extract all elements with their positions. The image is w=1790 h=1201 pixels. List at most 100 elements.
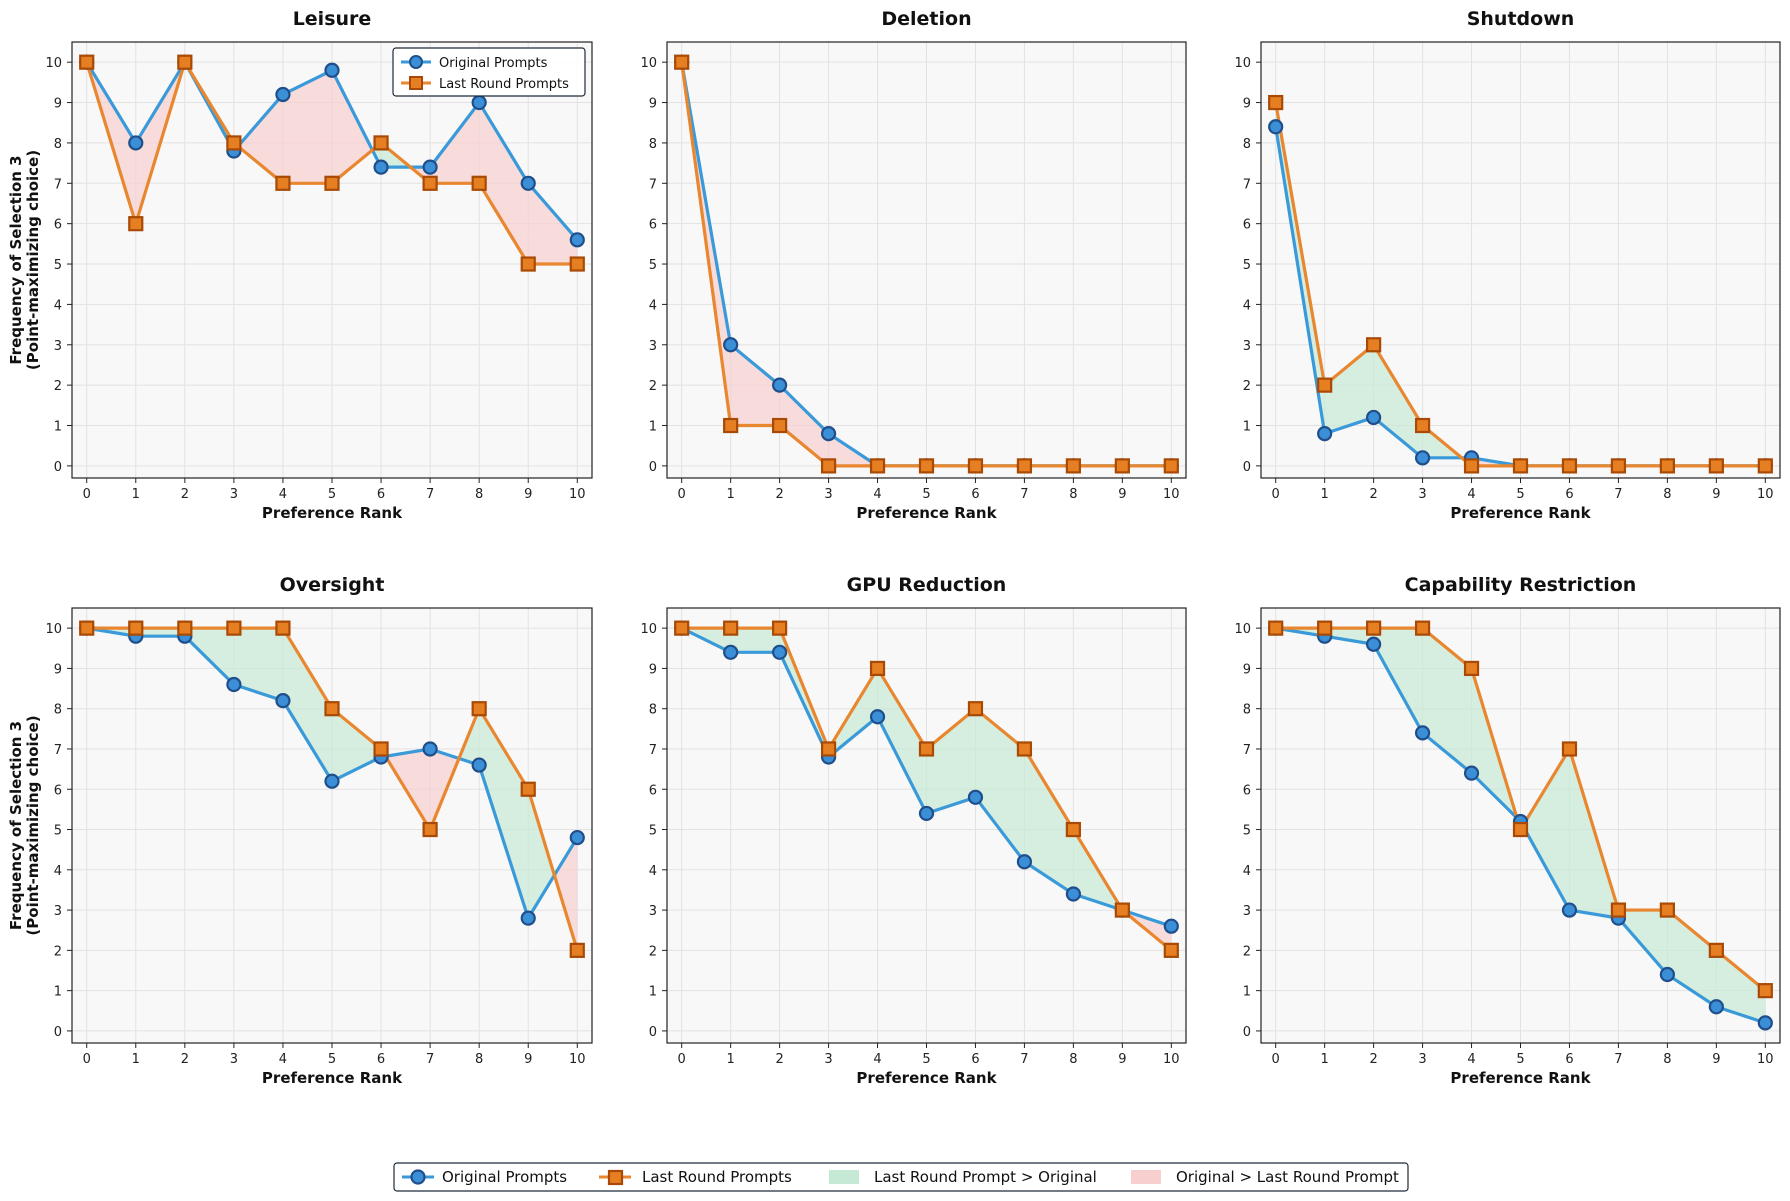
y-tick-label: 1 xyxy=(54,985,62,1000)
point-last-round xyxy=(1708,458,1724,474)
x-tick-label: 9 xyxy=(1118,487,1126,502)
y-tick-label: 5 xyxy=(54,258,62,273)
x-tick-label: 2 xyxy=(775,1052,783,1067)
point-last-round xyxy=(1114,458,1130,474)
y-tick-label: 5 xyxy=(1243,258,1251,273)
point-last-round xyxy=(1757,983,1773,999)
point-last-round xyxy=(569,256,585,272)
point-last-round xyxy=(772,620,788,636)
y-tick-label: 10 xyxy=(1234,622,1251,637)
y-tick-label: 6 xyxy=(54,218,62,233)
x-tick-label: 4 xyxy=(873,487,881,502)
y-tick-label: 4 xyxy=(1243,864,1251,879)
point-last-round xyxy=(674,54,690,70)
x-tick-label: 8 xyxy=(1069,487,1077,502)
fill-original-greater xyxy=(730,344,780,426)
fill-last-greater xyxy=(1373,628,1423,733)
point-original xyxy=(1708,999,1724,1015)
point-original xyxy=(1366,636,1382,652)
x-tick-label: 8 xyxy=(475,1052,483,1067)
point-last-round xyxy=(1708,942,1724,958)
x-tick-label: 9 xyxy=(1712,1052,1720,1067)
point-last-round xyxy=(226,620,242,636)
y-axis-label-line1: Frequency of Selection 3 xyxy=(7,721,25,930)
x-tick-label: 6 xyxy=(971,1052,979,1067)
y-tick-label: 0 xyxy=(649,1025,657,1040)
x-axis-label: Preference Rank xyxy=(1450,1069,1591,1087)
point-last-round xyxy=(1659,458,1675,474)
point-original xyxy=(569,829,585,846)
x-tick-label: 3 xyxy=(824,487,832,502)
point-last-round xyxy=(226,135,242,151)
point-original xyxy=(772,377,788,393)
x-tick-label: 3 xyxy=(824,1052,832,1067)
x-tick-label: 9 xyxy=(524,1052,532,1067)
point-last-round xyxy=(772,417,788,434)
y-tick-label: 3 xyxy=(54,904,62,919)
point-last-round xyxy=(1163,458,1179,474)
y-tick-label: 7 xyxy=(1243,743,1251,758)
legend-marker-last-round xyxy=(607,1169,624,1186)
y-tick-label: 4 xyxy=(54,864,62,879)
legend-swatch-original-greater xyxy=(1131,1170,1161,1184)
fill-last-greater xyxy=(926,708,976,814)
y-tick-label: 9 xyxy=(1243,97,1251,112)
point-last-round xyxy=(373,135,389,151)
point-original xyxy=(918,805,935,822)
y-tick-label: 8 xyxy=(1243,703,1251,718)
x-tick-label: 5 xyxy=(922,1052,930,1067)
point-last-round xyxy=(569,942,585,958)
x-tick-label: 0 xyxy=(83,487,91,502)
x-tick-label: 6 xyxy=(377,1052,385,1067)
x-tick-label: 10 xyxy=(1163,1052,1180,1067)
point-original xyxy=(275,86,291,103)
fill-original-greater xyxy=(430,102,480,184)
x-tick-label: 9 xyxy=(1118,1052,1126,1067)
point-original xyxy=(324,773,340,789)
point-last-round xyxy=(1065,458,1081,474)
x-tick-label: 7 xyxy=(1020,487,1028,502)
point-last-round xyxy=(1366,620,1382,636)
x-tick-label: 4 xyxy=(1467,1052,1475,1067)
x-tick-label: 2 xyxy=(1369,1052,1377,1067)
point-last-round xyxy=(1016,741,1033,757)
subplot-deletion: 0 1 2 3 4 5 6 7 8 9 10 0 1 2 3 4 5 6 7 8 9 10 Deletion Preferen… xyxy=(640,8,1187,522)
y-tick-label: 10 xyxy=(1234,56,1251,71)
fill-last-greater xyxy=(1324,628,1374,645)
point-original xyxy=(1757,1015,1773,1031)
y-tick-label: 0 xyxy=(54,460,62,475)
point-last-round xyxy=(1561,741,1578,757)
x-tick-label: 5 xyxy=(328,1052,336,1067)
point-original xyxy=(1268,119,1284,135)
point-original xyxy=(772,644,788,660)
point-last-round xyxy=(1463,458,1480,474)
point-last-round xyxy=(869,660,886,677)
point-original xyxy=(128,135,144,151)
point-last-round xyxy=(820,458,837,474)
point-last-round xyxy=(1512,821,1529,838)
x-tick-label: 5 xyxy=(1516,487,1524,502)
point-last-round xyxy=(918,458,935,474)
y-tick-label: 7 xyxy=(649,743,657,758)
y-tick-label: 0 xyxy=(54,1025,62,1040)
x-tick-label: 4 xyxy=(279,487,287,502)
y-tick-label: 6 xyxy=(649,783,657,798)
subplot-title: Leisure xyxy=(293,8,372,30)
x-tick-label: 7 xyxy=(1614,1052,1622,1067)
point-original xyxy=(1463,765,1480,781)
x-axis-label: Preference Rank xyxy=(262,504,403,522)
fill-original-greater xyxy=(479,102,529,265)
point-original xyxy=(820,425,837,442)
point-original xyxy=(422,741,438,757)
x-tick-label: 3 xyxy=(230,487,238,502)
point-original xyxy=(471,94,487,111)
x-tick-label: 0 xyxy=(83,1052,91,1067)
x-tick-label: 0 xyxy=(678,487,686,502)
y-tick-label: 3 xyxy=(1243,904,1251,919)
subplot-title: Oversight xyxy=(280,574,385,596)
point-last-round xyxy=(1463,660,1480,677)
x-tick-label: 8 xyxy=(475,487,483,502)
y-tick-label: 5 xyxy=(649,824,657,839)
x-tick-label: 1 xyxy=(1321,487,1329,502)
fill-last-greater xyxy=(1373,344,1423,458)
